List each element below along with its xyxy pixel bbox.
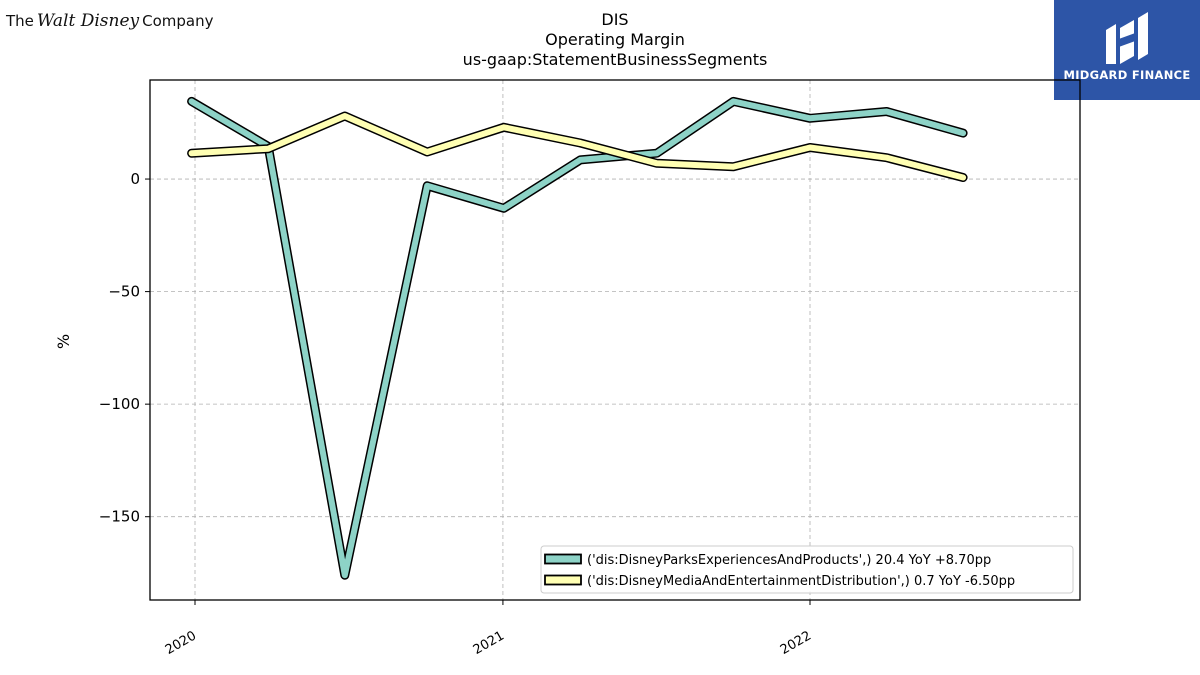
- legend-label: ('dis:DisneyMediaAndEntertainmentDistrib…: [587, 574, 1015, 589]
- logo-text-company: Company: [142, 12, 214, 30]
- series-lines: [187, 96, 968, 580]
- series-line: [188, 113, 967, 181]
- y-ticks: 0 −50 −100 −150: [99, 170, 150, 526]
- legend-box: [540, 545, 1074, 594]
- x-tick-label: 2022: [778, 628, 814, 658]
- legend-swatch: [544, 553, 582, 565]
- y-tick-label: −100: [99, 395, 140, 413]
- series-line: [188, 98, 967, 579]
- grid-lines: [150, 80, 1080, 600]
- series-line-outline: [187, 96, 968, 580]
- midgard-logo-text: MIDGARD FINANCE: [1063, 68, 1191, 82]
- logo-text-walt-disney: Walt Disney: [36, 11, 140, 31]
- plot-frame: [149, 79, 1081, 601]
- chart-titles: DIS Operating Margin us-gaap:StatementBu…: [150, 10, 1080, 70]
- y-tick-label: −150: [99, 508, 140, 526]
- legend: ('dis:DisneyParksExperiencesAndProducts'…: [540, 545, 1074, 594]
- midgard-logo-mark-icon: [1106, 12, 1148, 64]
- midgard-finance-logo: MIDGARD FINANCE: [1054, 0, 1200, 100]
- x-tick-label: 2020: [163, 628, 199, 658]
- x-ticks: 2020 2021 2022: [163, 600, 814, 658]
- legend-label: ('dis:DisneyParksExperiencesAndProducts'…: [587, 553, 991, 568]
- legend-swatch: [544, 574, 582, 586]
- y-axis-label: %: [54, 333, 74, 350]
- series-2: [187, 111, 968, 182]
- series-1: [187, 96, 968, 580]
- y-tick-label: −50: [108, 283, 140, 301]
- series-line-outline: [187, 111, 968, 182]
- disney-company-logo: The Walt Disney Company: [6, 4, 214, 38]
- y-tick-label: 0: [130, 170, 140, 188]
- x-tick-label: 2021: [471, 628, 507, 658]
- chart-subtitle-2: us-gaap:StatementBusinessSegments: [462, 50, 768, 69]
- logo-text-the: The: [6, 12, 34, 30]
- chart-title: DIS: [601, 10, 629, 29]
- chart-subtitle: Operating Margin: [545, 30, 685, 49]
